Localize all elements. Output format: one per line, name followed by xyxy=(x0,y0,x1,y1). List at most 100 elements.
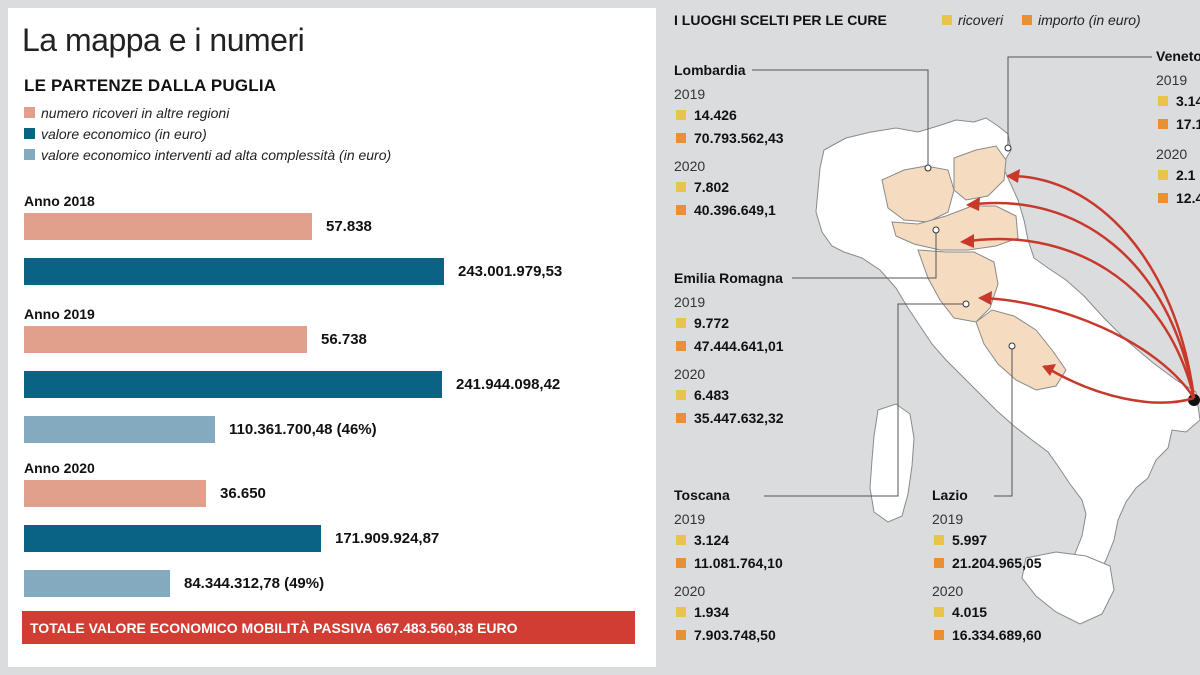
value-text: 12.4 xyxy=(1176,190,1200,206)
region-year: 2019 xyxy=(674,511,706,527)
total-banner: TOTALE VALORE ECONOMICO MOBILITÀ PASSIVA… xyxy=(22,611,635,644)
arrowhead-emilia-romagna xyxy=(960,234,974,248)
region-year: 2020 xyxy=(674,583,706,599)
value-swatch xyxy=(934,607,944,617)
value-text: 17.1 xyxy=(1176,116,1200,132)
region-year: 2019 xyxy=(932,511,964,527)
region-value-ricoveri: 3.124 xyxy=(676,532,729,548)
arrowhead-veneto xyxy=(1006,169,1020,183)
region-value-ricoveri: 1.934 xyxy=(676,604,729,620)
value-swatch xyxy=(1158,119,1168,129)
value-swatch xyxy=(676,318,686,328)
arrow-to-lombardia xyxy=(967,201,1196,399)
value-text: 2.1 xyxy=(1176,167,1196,183)
bar xyxy=(24,525,321,552)
bar xyxy=(24,258,444,285)
legend-item: valore economico (in euro) xyxy=(24,123,391,144)
legend-swatch-ricoveri-map xyxy=(942,15,952,25)
bar-value-label: 241.944.098,42 xyxy=(456,376,561,393)
legend-label: importo (in euro) xyxy=(1038,12,1141,28)
value-text: 70.793.562,43 xyxy=(694,130,784,146)
value-swatch xyxy=(1158,170,1168,180)
value-text: 14.426 xyxy=(694,107,737,123)
arrow-to-emilia-romagna xyxy=(961,237,1196,399)
value-swatch xyxy=(676,341,686,351)
year-label: Anno 2018 xyxy=(24,193,95,209)
value-swatch xyxy=(676,413,686,423)
sardinia xyxy=(869,403,915,523)
value-text: 3.14 xyxy=(1176,93,1200,109)
region-value-importo: 12.4 xyxy=(1158,190,1200,206)
bar xyxy=(24,480,206,507)
legend-swatch-ricoveri xyxy=(24,107,35,118)
legend-item: numero ricoveri in altre regioni xyxy=(24,102,391,123)
arrow-to-veneto xyxy=(1007,174,1196,399)
value-text: 7.903.748,50 xyxy=(694,627,776,643)
dot-veneto xyxy=(1004,144,1012,152)
value-swatch xyxy=(934,535,944,545)
year-label: Anno 2019 xyxy=(24,306,95,322)
bar-value-label: 84.344.312,78 (49%) xyxy=(184,575,325,592)
leader-emilia-romagna xyxy=(792,230,937,279)
bar xyxy=(24,371,442,398)
region-value-importo: 40.396.649,1 xyxy=(676,202,776,218)
value-swatch xyxy=(676,558,686,568)
leader-toscana xyxy=(764,303,966,497)
value-swatch xyxy=(676,607,686,617)
legend-swatch-importo-map xyxy=(1022,15,1032,25)
dot-emilia-romagna xyxy=(932,226,940,234)
value-swatch xyxy=(676,110,686,120)
map-legend-importo: importo (in euro) xyxy=(1022,12,1141,28)
region-value-ricoveri: 5.997 xyxy=(934,532,987,548)
bar-value-label: 110.361.700,48 (46%) xyxy=(229,421,377,438)
region-veneto xyxy=(953,145,1007,201)
legend-label: valore economico interventi ad alta comp… xyxy=(41,146,392,163)
region-toscana xyxy=(917,249,999,323)
leader-lazio xyxy=(994,346,1013,497)
value-text: 3.124 xyxy=(694,532,730,548)
region-value-importo: 21.204.965,05 xyxy=(934,555,1042,571)
region-lombardia xyxy=(881,165,955,223)
bar xyxy=(24,570,170,597)
value-swatch xyxy=(676,630,686,640)
bar-value-label: 57.838 xyxy=(326,218,372,235)
value-swatch xyxy=(1158,96,1168,106)
region-value-ricoveri: 14.426 xyxy=(676,107,737,123)
value-swatch xyxy=(676,182,686,192)
legend-item: valore economico interventi ad alta comp… xyxy=(24,144,391,165)
arrow-heads xyxy=(960,169,1056,376)
region-value-importo: 16.334.689,60 xyxy=(934,627,1042,643)
region-name: Veneto xyxy=(1156,48,1200,64)
bar-value-label: 243.001.979,53 xyxy=(458,263,563,280)
chart-legend: numero ricoveri in altre regioni valore … xyxy=(24,102,391,165)
map-title: I LUOGHI SCELTI PER LE CURE xyxy=(674,12,887,28)
region-value-ricoveri: 7.802 xyxy=(676,179,729,195)
dot-lazio xyxy=(1008,342,1016,350)
page-title: La mappa e i numeri xyxy=(22,22,305,58)
leader-lines xyxy=(752,56,1152,497)
value-text: 11.081.764,10 xyxy=(694,555,783,571)
legend-label: ricoveri xyxy=(958,12,1004,28)
italy-map xyxy=(752,56,1200,625)
total-banner-text: TOTALE VALORE ECONOMICO MOBILITÀ PASSIVA… xyxy=(30,619,518,636)
bar xyxy=(24,326,307,353)
map-legend-ricoveri: ricoveri xyxy=(942,12,1003,28)
legend-swatch-alta-complessita xyxy=(24,149,35,160)
bar xyxy=(24,213,312,240)
region-value-importo: 17.1 xyxy=(1158,116,1200,132)
value-text: 21.204.965,05 xyxy=(952,555,1042,571)
region-name: Emilia Romagna xyxy=(674,270,783,286)
legend-swatch-valore xyxy=(24,128,35,139)
value-swatch xyxy=(676,133,686,143)
region-value-importo: 11.081.764,10 xyxy=(676,555,783,571)
region-year: 2020 xyxy=(932,583,964,599)
value-text: 5.997 xyxy=(952,532,988,548)
value-swatch xyxy=(934,558,944,568)
arrow-to-lazio xyxy=(1043,364,1195,404)
region-value-importo: 35.447.632,32 xyxy=(676,410,784,426)
arrowhead-toscana xyxy=(978,291,992,305)
puglia-origin-dot xyxy=(1188,394,1200,406)
value-swatch xyxy=(1158,193,1168,203)
leader-dots xyxy=(924,144,1016,350)
region-value-ricoveri: 4.015 xyxy=(934,604,987,620)
